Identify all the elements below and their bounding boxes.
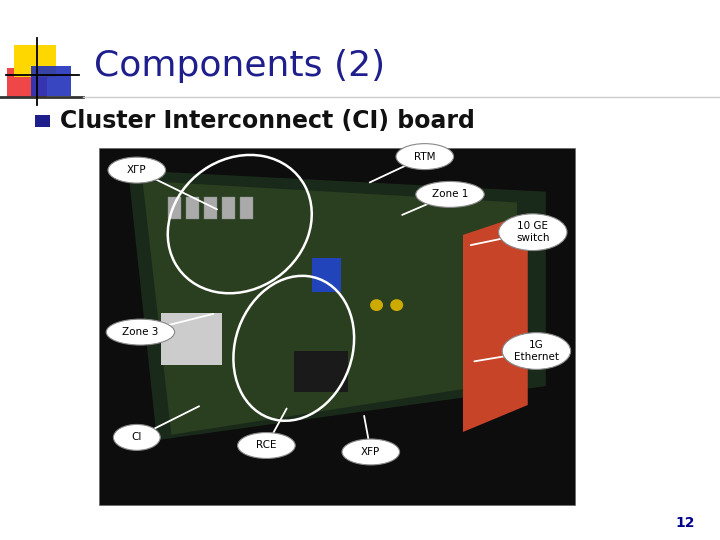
- FancyBboxPatch shape: [312, 258, 341, 292]
- FancyBboxPatch shape: [240, 197, 253, 219]
- Ellipse shape: [396, 144, 454, 170]
- Ellipse shape: [416, 181, 484, 207]
- FancyBboxPatch shape: [161, 313, 222, 365]
- Ellipse shape: [370, 299, 383, 311]
- Ellipse shape: [342, 439, 400, 465]
- FancyBboxPatch shape: [99, 148, 575, 505]
- FancyBboxPatch shape: [35, 115, 50, 127]
- Text: XГР: XГР: [127, 165, 147, 175]
- FancyBboxPatch shape: [7, 68, 47, 97]
- Ellipse shape: [503, 333, 571, 369]
- Text: Cluster Interconnect (CI) board: Cluster Interconnect (CI) board: [60, 109, 474, 133]
- Polygon shape: [128, 170, 546, 440]
- Text: Zone 3: Zone 3: [122, 327, 158, 337]
- FancyBboxPatch shape: [14, 45, 56, 77]
- Text: Zone 1: Zone 1: [432, 190, 468, 199]
- Ellipse shape: [107, 319, 175, 345]
- Text: RCE: RCE: [256, 441, 276, 450]
- FancyBboxPatch shape: [31, 66, 71, 96]
- Text: XFP: XFP: [361, 447, 380, 457]
- Text: 1G
Ethernet: 1G Ethernet: [514, 340, 559, 362]
- Ellipse shape: [498, 214, 567, 251]
- Polygon shape: [143, 181, 517, 435]
- FancyBboxPatch shape: [186, 197, 199, 219]
- Ellipse shape: [108, 157, 166, 183]
- FancyBboxPatch shape: [222, 197, 235, 219]
- Ellipse shape: [114, 424, 161, 450]
- Ellipse shape: [238, 433, 295, 458]
- FancyBboxPatch shape: [294, 351, 348, 392]
- Text: RTM: RTM: [414, 152, 436, 161]
- Polygon shape: [463, 213, 528, 432]
- FancyBboxPatch shape: [168, 197, 181, 219]
- Ellipse shape: [390, 299, 403, 311]
- Text: 10 GE
switch: 10 GE switch: [516, 221, 549, 243]
- Text: 12: 12: [675, 516, 695, 530]
- FancyBboxPatch shape: [204, 197, 217, 219]
- Text: Components (2): Components (2): [94, 49, 384, 83]
- Text: CI: CI: [132, 433, 142, 442]
